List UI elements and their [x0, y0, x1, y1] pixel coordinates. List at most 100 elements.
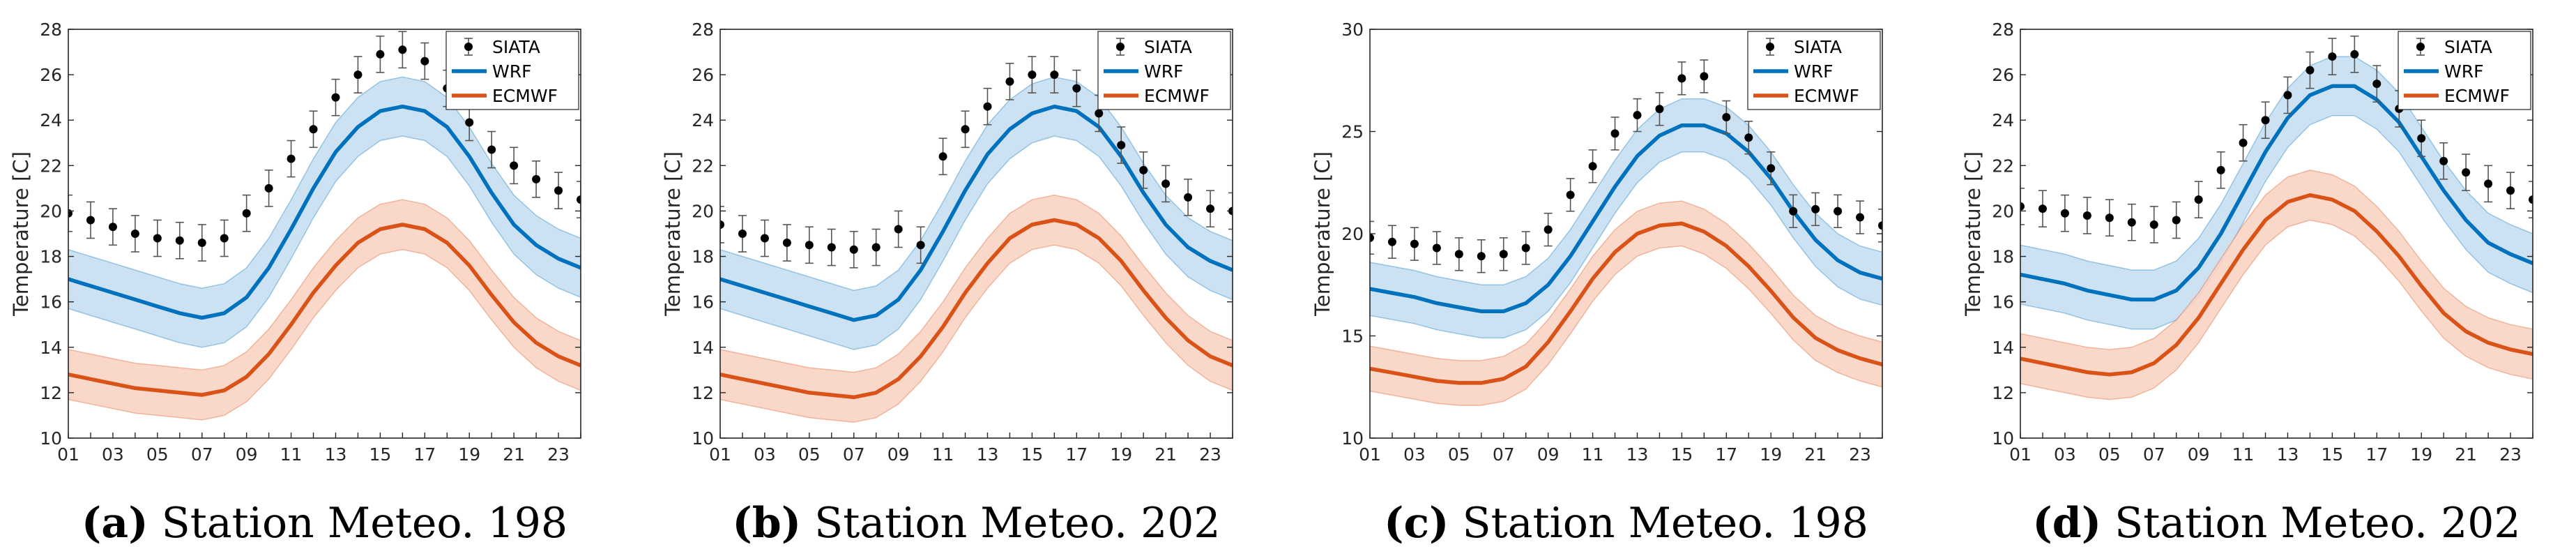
data-point-siata	[1410, 239, 1419, 248]
x-tick-label: 03	[1403, 444, 1426, 465]
data-point-siata	[2038, 204, 2047, 213]
data-point-siata	[894, 225, 903, 234]
x-tick-label: 07	[2143, 444, 2165, 465]
data-point-siata	[738, 230, 747, 238]
y-tick-label: 10	[1992, 428, 2014, 449]
data-point-siata	[1588, 162, 1597, 171]
plot-layer	[2020, 35, 2533, 400]
y-tick-label: 20	[40, 201, 62, 221]
data-point-siata	[2529, 195, 2533, 204]
data-point-siata	[2328, 52, 2337, 61]
x-tick-label: 23	[1849, 444, 1871, 465]
legend-label: ECMWF	[492, 86, 558, 106]
line-wrf	[68, 104, 581, 320]
data-point-siata	[1432, 243, 1441, 253]
caption-letter: (b)	[732, 499, 801, 548]
x-tick-label: 03	[102, 444, 124, 465]
data-point-siata	[153, 234, 162, 243]
data-point-siata	[2261, 116, 2270, 125]
data-point-siata	[376, 50, 385, 59]
y-tick-label: 16	[40, 292, 62, 313]
legend: SIATA WRF ECMWF	[1747, 31, 1881, 110]
y-tick-label: 24	[40, 110, 62, 130]
data-point-siata	[554, 186, 563, 195]
data-point-siata	[2172, 216, 2181, 225]
y-tick-label: 10	[1341, 428, 1364, 449]
plot-layer	[720, 56, 1233, 423]
x-tick-label: 07	[191, 444, 213, 465]
x-tick-label: 09	[2188, 444, 2210, 465]
chart-panel-1: 10 12 14 16 18 20 22 24 26 28 01 03 05 07 09 11 13 15 17 19…	[9, 20, 581, 548]
y-tick-label: 18	[1992, 247, 2014, 267]
y-tick-label: 18	[40, 247, 62, 267]
x-tick-label: 01	[1359, 444, 1381, 465]
data-point-siata	[1610, 129, 1619, 138]
chart-panel-3: 10 15 20 25 30 01 03 05 07 09 11 13 15 17 19 21 23 Temper…	[1311, 20, 1883, 548]
y-tick-label: 10	[40, 428, 62, 449]
legend-label: SIATA	[1794, 37, 1842, 57]
legend-marker-siata	[1116, 43, 1125, 51]
data-point-siata	[1477, 252, 1486, 261]
y-tick-label: 14	[1992, 338, 2014, 358]
y-tick-label: 20	[692, 201, 714, 221]
data-point-siata	[1633, 111, 1642, 120]
y-tick-label: 24	[1992, 110, 2014, 130]
x-tick-label: 05	[146, 444, 169, 465]
y-tick-label: 26	[40, 65, 62, 85]
y-tick-label: 12	[1992, 383, 2014, 403]
x-tick-label: 21	[1154, 444, 1177, 465]
line-ecmwf	[68, 223, 581, 397]
line-ecmwf	[2020, 193, 2533, 377]
data-point-siata	[2020, 202, 2025, 211]
data-point-siata	[1566, 190, 1575, 200]
data-point-siata	[938, 152, 947, 161]
x-tick-label: 07	[1493, 444, 1515, 465]
chart-panel-2: 10 12 14 16 18 20 22 24 26 28 01 03 05 07 09 11 13 15 17 19…	[661, 20, 1233, 548]
data-point-siata	[1117, 141, 1126, 150]
x-tick-label: 05	[1448, 444, 1470, 465]
x-tick-label: 19	[458, 444, 480, 465]
panel-caption: (c) Station Meteo. 198	[1384, 499, 1868, 548]
data-point-siata	[264, 183, 273, 193]
x-tick-label: 19	[1760, 444, 1782, 465]
data-point-siata	[2506, 186, 2515, 195]
plot-layer	[1370, 59, 1882, 406]
legend-label: SIATA	[1144, 37, 1192, 57]
band-ecmwf	[1370, 200, 1882, 406]
data-point-siata	[961, 125, 970, 134]
data-point-siata	[720, 220, 724, 229]
data-point-siata	[532, 174, 541, 183]
data-point-siata	[108, 223, 117, 232]
y-tick-label: 16	[1992, 292, 2014, 313]
y-tick-label: 25	[1341, 122, 1364, 142]
data-point-siata	[1811, 204, 1820, 213]
x-tick-label: 09	[236, 444, 258, 465]
data-point-siata	[1028, 70, 1037, 80]
data-point-siata	[1655, 105, 1664, 114]
data-point-siata	[2239, 138, 2248, 147]
caption-text: Station Meteo. 202	[801, 499, 1221, 548]
axes-box	[68, 29, 581, 439]
data-point-siata	[1005, 77, 1014, 86]
x-tick-label: 21	[1804, 444, 1827, 465]
line-ecmwf	[1370, 221, 1882, 385]
y-tick-label: 26	[1992, 65, 2014, 85]
legend-marker-siata	[464, 43, 473, 51]
y-tick-label: 10	[692, 428, 714, 449]
data-point-siata	[1677, 74, 1686, 83]
data-point-siata	[1878, 221, 1882, 230]
y-tick-label: 15	[1341, 326, 1364, 347]
data-point-siata	[510, 161, 519, 170]
caption-letter: (a)	[82, 499, 148, 548]
data-point-siata	[1387, 237, 1396, 246]
band-ecmwf	[720, 194, 1233, 423]
x-tick-label: 23	[2499, 444, 2522, 465]
y-tick-label: 30	[1341, 20, 1364, 40]
data-point-siata	[1370, 233, 1374, 242]
x-tick-label: 19	[1110, 444, 1132, 465]
x-tick-label: 13	[2277, 444, 2299, 465]
legend-label: WRF	[492, 61, 531, 82]
caption-letter: (d)	[2032, 499, 2101, 548]
x-tick-label: 23	[1199, 444, 1221, 465]
